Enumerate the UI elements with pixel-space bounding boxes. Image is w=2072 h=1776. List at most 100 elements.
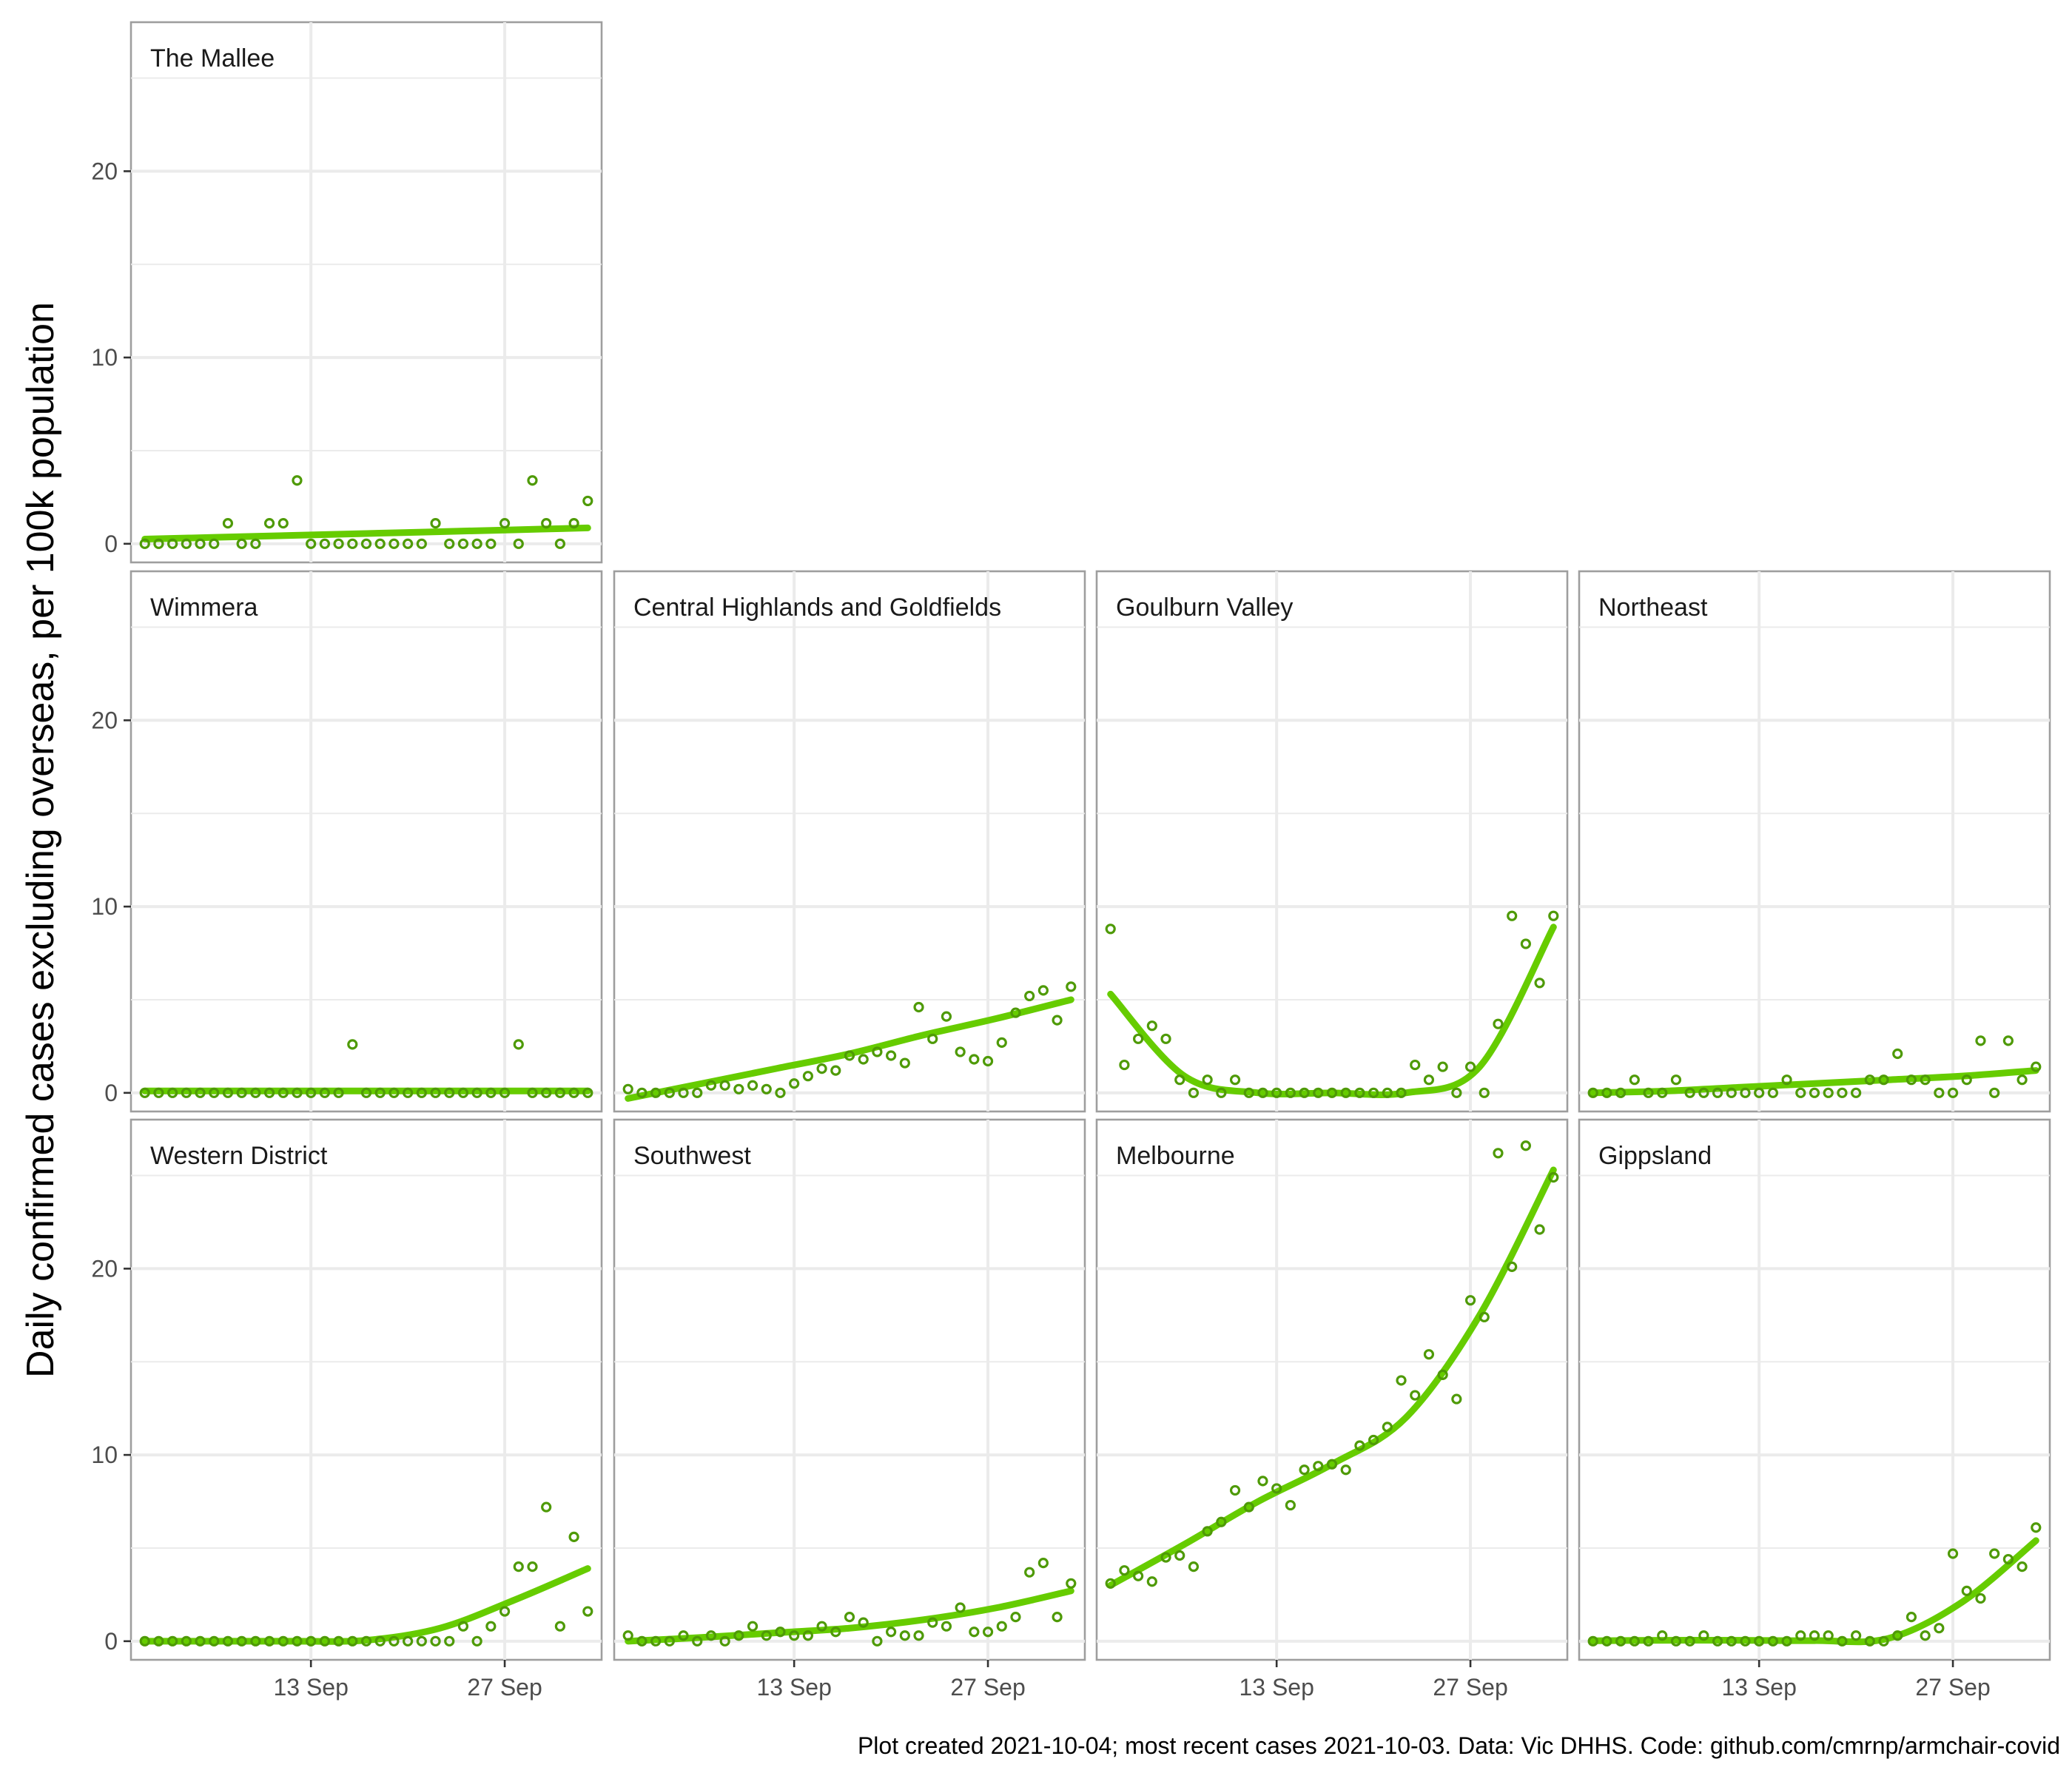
data-point <box>1864 1635 1875 1646</box>
data-point <box>1754 1087 1765 1098</box>
data-point <box>1340 1464 1351 1476</box>
data-point <box>319 1087 330 1098</box>
data-point <box>747 1621 758 1632</box>
data-point <box>416 538 427 549</box>
trend-line <box>625 1587 1074 1645</box>
data-point <box>139 538 150 549</box>
data-point <box>153 1087 164 1098</box>
data-point <box>1202 1526 1213 1537</box>
data-point <box>1119 1059 1130 1071</box>
data-point <box>1133 1033 1144 1044</box>
panel-background <box>1578 1118 2051 1661</box>
data-point <box>1795 1630 1806 1641</box>
panel-background <box>1095 1118 1569 1661</box>
data-point <box>1271 1483 1282 1494</box>
data-point <box>236 1087 247 1098</box>
data-point <box>1105 924 1116 935</box>
data-point <box>554 1087 565 1098</box>
data-point <box>1010 1007 1021 1018</box>
chart-caption: Plot created 2021-10-04; most recent cas… <box>858 1732 2060 1759</box>
data-point <box>499 518 511 529</box>
y-axis-label: Daily confirmed cases excluding overseas… <box>19 302 62 1378</box>
data-point <box>955 1602 966 1613</box>
data-point <box>622 1630 633 1641</box>
data-point <box>222 518 234 529</box>
data-point <box>1146 1020 1157 1032</box>
data-point <box>388 538 400 549</box>
data-point <box>444 1635 455 1646</box>
data-point <box>1299 1464 1310 1476</box>
data-point <box>886 1050 897 1061</box>
data-point <box>360 1087 372 1098</box>
data-point <box>969 1054 980 1065</box>
data-point <box>844 1612 855 1623</box>
panel-goulburn-valley: Goulburn Valley <box>1095 570 1569 1113</box>
data-point <box>1464 1061 1476 1072</box>
data-point <box>263 1087 275 1098</box>
data-point <box>319 538 330 549</box>
data-point <box>471 1635 482 1646</box>
data-point <box>1174 1074 1185 1086</box>
data-point <box>1493 1148 1504 1159</box>
data-point <box>250 1087 261 1098</box>
data-point <box>153 1635 164 1646</box>
data-point <box>527 475 538 486</box>
data-point <box>1601 1087 1612 1098</box>
data-point <box>347 1039 358 1050</box>
data-point <box>554 538 565 549</box>
panel-title: Melbourne <box>1116 1142 1235 1170</box>
data-point <box>1781 1074 1792 1086</box>
y-tick-label: 0 <box>104 1628 118 1655</box>
data-point <box>1229 1074 1241 1086</box>
data-point <box>761 1630 772 1641</box>
panel-title: Northeast <box>1598 593 1708 622</box>
data-point <box>1326 1087 1338 1098</box>
data-point <box>209 1635 220 1646</box>
panel-the-mallee: The Mallee 0 10 20 <box>91 21 603 564</box>
data-point <box>1037 1558 1049 1569</box>
data-point <box>1823 1087 1834 1098</box>
data-point <box>1052 1612 1063 1623</box>
panel-background <box>130 21 603 564</box>
data-point <box>1479 1087 1490 1098</box>
data-point <box>1010 1612 1021 1623</box>
data-point <box>306 1635 317 1646</box>
data-point <box>1507 910 1518 921</box>
data-point <box>816 1621 827 1632</box>
data-point <box>2002 1553 2014 1565</box>
data-point <box>292 1087 303 1098</box>
data-point <box>1670 1074 1682 1086</box>
data-point <box>1726 1635 1737 1646</box>
data-point <box>1961 1585 1972 1596</box>
data-point <box>899 1057 910 1069</box>
data-point <box>1257 1087 1268 1098</box>
data-point <box>1119 1565 1130 1576</box>
data-point <box>1712 1635 1723 1646</box>
panel-background <box>613 1118 1086 1661</box>
data-point <box>541 518 552 529</box>
data-point <box>1024 990 1035 1002</box>
facet-panels: The Mallee 0 10 20 Wimmera 0 10 20 Central Highl… <box>91 21 2051 1701</box>
data-point <box>541 1501 552 1513</box>
data-point <box>1479 1311 1490 1322</box>
data-point <box>1285 1499 1296 1511</box>
x-tick-label: 27 Sep <box>950 1674 1025 1701</box>
data-point <box>1712 1087 1723 1098</box>
data-point <box>858 1054 869 1065</box>
trend-line <box>1107 1166 1557 1589</box>
data-point <box>1423 1074 1435 1086</box>
data-point <box>306 538 317 549</box>
data-point <box>789 1630 800 1641</box>
data-point <box>1066 981 1077 992</box>
panel-background <box>1578 570 2051 1113</box>
data-point <box>1396 1375 1407 1386</box>
panel-central-highlands-and-goldfields: Central Highlands and Goldfields <box>613 570 1086 1113</box>
data-point <box>1396 1087 1407 1098</box>
data-point <box>1520 1140 1531 1151</box>
data-point <box>181 1087 192 1098</box>
data-point <box>139 1087 150 1098</box>
data-point <box>403 1635 414 1646</box>
data-point <box>872 1046 883 1057</box>
panel-title: Gippsland <box>1598 1142 1712 1170</box>
data-point <box>1493 1018 1504 1029</box>
